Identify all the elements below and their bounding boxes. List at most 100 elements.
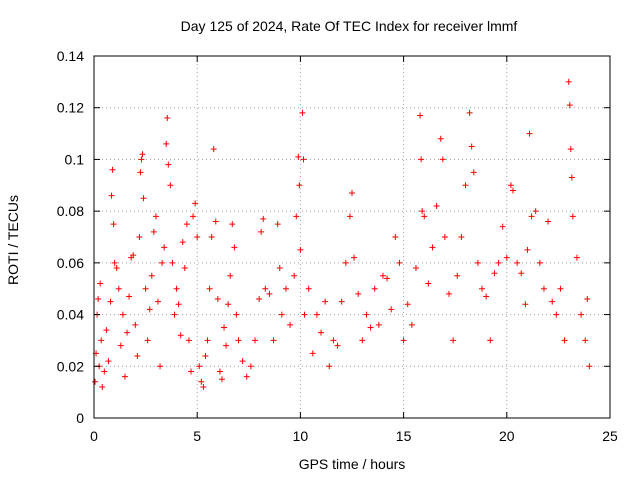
data-point — [212, 218, 219, 225]
data-point — [113, 265, 120, 272]
data-point — [313, 311, 320, 318]
data-point — [568, 174, 575, 181]
y-tick-label: 0.04 — [57, 307, 84, 323]
data-point — [540, 285, 547, 292]
axis-ticks — [93, 55, 611, 419]
plot-frame — [93, 55, 611, 419]
data-point — [355, 290, 362, 297]
data-point — [167, 182, 174, 189]
data-point — [233, 311, 240, 318]
data-point — [518, 270, 525, 277]
data-point — [287, 321, 294, 328]
data-point — [177, 332, 184, 339]
data-point — [375, 321, 382, 328]
x-tick-label: 10 — [293, 428, 309, 444]
data-point — [95, 296, 102, 303]
data-point — [295, 153, 302, 160]
data-point — [223, 342, 230, 349]
data-point — [524, 246, 531, 253]
x-axis-label: GPS time / hours — [299, 456, 406, 472]
data-point — [483, 293, 490, 300]
data-point — [190, 213, 197, 220]
data-point — [342, 259, 349, 266]
data-point — [351, 254, 358, 261]
data-point — [256, 296, 263, 303]
data-point — [139, 151, 146, 158]
data-point — [98, 337, 105, 344]
data-point — [132, 321, 139, 328]
data-point — [507, 182, 514, 189]
data-point — [124, 329, 131, 336]
data-point — [349, 190, 355, 197]
data-point — [227, 272, 234, 279]
data-point — [528, 213, 535, 220]
data-point — [425, 280, 432, 287]
data-point — [179, 239, 186, 246]
data-point — [439, 156, 446, 163]
data-point — [144, 337, 151, 344]
data-points — [92, 78, 593, 390]
data-point — [221, 324, 228, 331]
data-point — [532, 208, 539, 215]
data-point — [297, 246, 304, 253]
data-point — [545, 218, 552, 225]
data-point — [446, 290, 453, 297]
data-point — [514, 259, 521, 266]
x-tick-label: 15 — [396, 428, 412, 444]
data-point — [293, 213, 300, 220]
data-point — [130, 252, 137, 259]
data-point — [334, 342, 341, 349]
data-point — [569, 213, 576, 220]
data-point — [567, 146, 574, 153]
data-point — [566, 102, 573, 109]
data-point — [183, 221, 190, 228]
data-point — [404, 301, 411, 308]
data-point — [412, 265, 419, 272]
data-point — [216, 368, 223, 375]
data-point — [384, 275, 391, 282]
data-point — [171, 311, 178, 318]
data-point — [584, 296, 591, 303]
data-point — [146, 306, 153, 313]
data-point — [108, 192, 115, 199]
data-point — [231, 244, 238, 251]
data-point — [270, 337, 277, 344]
data-point — [278, 311, 285, 318]
data-point — [247, 363, 254, 370]
data-point — [157, 363, 164, 370]
data-point — [229, 221, 236, 228]
data-point — [536, 259, 543, 266]
data-point — [134, 352, 141, 359]
data-point — [468, 143, 475, 150]
data-point — [346, 213, 353, 220]
data-point — [565, 78, 572, 85]
data-point — [479, 285, 486, 292]
data-point — [196, 363, 203, 370]
data-point — [322, 298, 329, 305]
data-point — [371, 285, 378, 292]
data-point — [582, 337, 589, 344]
data-point — [152, 213, 159, 220]
data-point — [338, 298, 345, 305]
data-point — [557, 285, 564, 292]
data-point — [154, 298, 161, 305]
x-tick-label: 20 — [499, 428, 515, 444]
data-point — [392, 234, 399, 240]
data-point — [330, 337, 337, 344]
x-tick-labels: 0 5 10 15 20 25 — [90, 428, 618, 444]
data-point — [159, 259, 166, 266]
data-point — [367, 324, 374, 331]
data-point — [291, 272, 298, 279]
y-tick-label: 0.1 — [65, 151, 85, 167]
data-point — [137, 169, 144, 176]
data-point — [495, 259, 502, 266]
data-point — [400, 337, 407, 344]
y-tick-label: 0.12 — [57, 100, 84, 116]
data-point — [165, 161, 172, 168]
data-point — [204, 337, 211, 344]
data-point — [206, 285, 213, 292]
data-point — [419, 208, 426, 215]
data-point — [282, 285, 289, 292]
y-tick-label: 0 — [76, 410, 84, 426]
